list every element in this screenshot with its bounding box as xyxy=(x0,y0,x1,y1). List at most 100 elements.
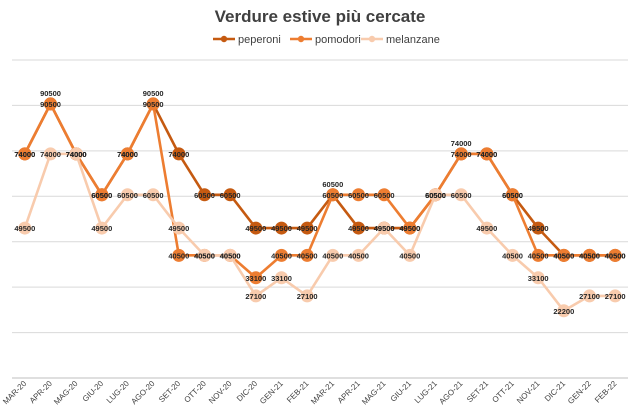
data-point-melanzane xyxy=(377,221,391,235)
data-point-pomodori xyxy=(557,248,571,262)
data-label-pomodori: 74000 xyxy=(66,150,87,159)
data-label-peperoni: 40500 xyxy=(605,251,626,260)
data-point-pomodori xyxy=(95,188,109,202)
data-point-pomodori xyxy=(44,97,57,111)
data-label-peperoni: 60500 xyxy=(91,191,112,200)
x-tick-label: NOV-20 xyxy=(207,379,234,406)
data-label-peperoni: 74000 xyxy=(66,150,87,159)
x-tick-label: LUG-21 xyxy=(413,379,440,406)
chart-title: Verdure estive più cercate xyxy=(215,7,426,26)
data-label-melanzane: 49500 xyxy=(476,224,497,233)
data-point-melanzane xyxy=(69,147,83,161)
data-label-melanzane: 60500 xyxy=(117,191,138,200)
data-point-pomodori xyxy=(249,271,263,285)
x-tick-label: DIC-20 xyxy=(235,379,260,404)
data-label-pomodori: 74000 xyxy=(14,150,35,159)
data-label-pomodori: 60500 xyxy=(322,191,343,200)
data-point-melanzane xyxy=(326,248,340,262)
x-tick-label: GEN-21 xyxy=(258,379,285,406)
data-label-melanzane: 60500 xyxy=(143,191,164,200)
data-point-peperoni xyxy=(531,221,545,235)
data-point-melanzane xyxy=(557,304,571,318)
data-label-pomodori: 33100 xyxy=(245,274,266,283)
data-point-peperoni xyxy=(198,188,211,202)
x-tick-label: MAR-21 xyxy=(309,379,336,406)
data-label-pomodori: 74000 xyxy=(476,150,497,159)
data-label-melanzane: 40500 xyxy=(399,251,420,260)
gridlines xyxy=(12,59,628,379)
data-point-pomodori xyxy=(377,188,391,202)
data-label-pomodori: 74000 xyxy=(451,150,472,159)
data-label-melanzane: 49500 xyxy=(91,224,112,233)
data-label-peperoni: 60500 xyxy=(220,191,241,200)
data-label-melanzane: 40500 xyxy=(348,251,369,260)
data-point-pomodori xyxy=(531,248,545,262)
data-point-peperoni xyxy=(249,221,263,235)
data-point-pomodori xyxy=(300,248,314,262)
data-label-melanzane: 40500 xyxy=(502,251,523,260)
data-label-pomodori: 40500 xyxy=(271,251,292,260)
data-point-pomodori xyxy=(583,248,596,262)
data-label-melanzane: 60500 xyxy=(451,191,472,200)
data-label-melanzane: 40500 xyxy=(322,251,343,260)
data-label-peperoni: 40500 xyxy=(553,251,574,260)
data-label-pomodori: 90500 xyxy=(143,100,164,109)
data-label-peperoni: 49500 xyxy=(297,224,318,233)
data-label-pomodori: 60500 xyxy=(502,191,523,200)
data-label-peperoni: 74000 xyxy=(451,139,472,148)
data-label-peperoni: 90500 xyxy=(143,89,164,98)
data-label-pomodori: 40500 xyxy=(579,251,600,260)
series-line-peperoni xyxy=(23,102,616,257)
x-tick-label: DIC-21 xyxy=(543,379,568,404)
data-point-melanzane xyxy=(454,188,468,202)
data-label-pomodori: 90500 xyxy=(40,100,61,109)
data-label-peperoni: 49500 xyxy=(528,224,549,233)
data-label-peperoni: 49500 xyxy=(374,224,395,233)
data-point-melanzane xyxy=(583,289,596,303)
data-point-melanzane xyxy=(95,221,109,235)
data-label-pomodori: 40500 xyxy=(528,251,549,260)
x-tick-label: NOV-21 xyxy=(515,379,542,406)
data-label-peperoni: 60500 xyxy=(322,180,343,189)
data-point-pomodori xyxy=(480,147,494,161)
x-tick-label: GEN-22 xyxy=(566,379,593,406)
data-label-peperoni: 49500 xyxy=(399,224,420,233)
x-tick-label: GIU-21 xyxy=(389,379,414,404)
data-label-peperoni: 40500 xyxy=(579,251,600,260)
series-lines xyxy=(18,97,622,318)
data-point-pomodori xyxy=(275,248,288,262)
legend-entry-melanzane: melanzane xyxy=(386,34,440,46)
data-point-melanzane xyxy=(531,271,545,285)
data-point-peperoni xyxy=(172,147,186,161)
data-point-melanzane xyxy=(146,188,160,202)
data-point-melanzane xyxy=(403,248,417,262)
data-point-pomodori xyxy=(18,147,32,161)
data-label-peperoni: 60500 xyxy=(502,191,523,200)
data-label-peperoni: 60500 xyxy=(425,191,446,200)
data-label-peperoni: 74000 xyxy=(476,150,497,159)
data-point-melanzane xyxy=(429,188,442,202)
data-label-pomodori: 40500 xyxy=(194,251,215,260)
data-point-melanzane xyxy=(480,221,494,235)
data-label-melanzane: 40500 xyxy=(194,251,215,260)
data-label-pomodori: 74000 xyxy=(117,150,138,159)
data-label-peperoni: 90500 xyxy=(40,89,61,98)
data-label-melanzane: 27100 xyxy=(245,292,266,301)
data-label-pomodori: 60500 xyxy=(425,191,446,200)
data-point-peperoni xyxy=(275,221,288,235)
data-label-pomodori: 40500 xyxy=(168,251,189,260)
data-label-melanzane: 49500 xyxy=(168,224,189,233)
x-tick-label: APR-20 xyxy=(28,379,55,406)
x-tick-label: AGO-21 xyxy=(437,379,465,407)
data-label-peperoni: 74000 xyxy=(168,150,189,159)
data-label-pomodori: 40500 xyxy=(297,251,318,260)
data-point-pomodori xyxy=(326,188,340,202)
x-tick-label: OTT-21 xyxy=(490,379,516,405)
legend-entry-pomodori: pomodori xyxy=(315,34,361,46)
data-label-peperoni: 49500 xyxy=(271,224,292,233)
data-point-pomodori xyxy=(608,248,622,262)
data-label-melanzane: 33100 xyxy=(271,274,292,283)
x-tick-label: AGO-20 xyxy=(129,379,157,407)
x-tick-label: MAG-21 xyxy=(360,379,388,407)
